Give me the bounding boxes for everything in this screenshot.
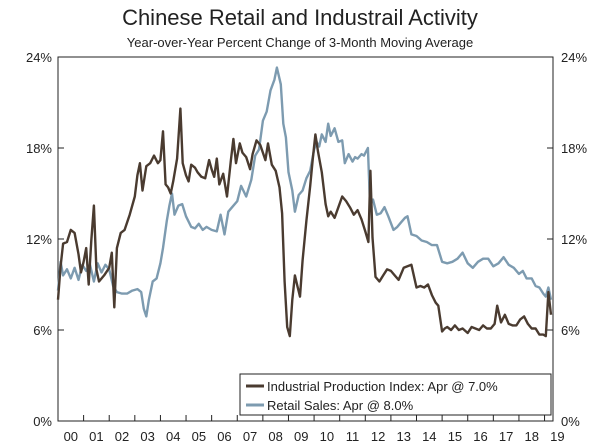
- y-tick-label-right: 6%: [561, 323, 580, 338]
- industrial-production-line: [56, 107, 553, 338]
- legend-box: [239, 373, 552, 416]
- y-tick-label-left: 6%: [33, 323, 52, 338]
- x-tick-label: 17: [499, 429, 513, 444]
- y-tick-label-right: 12%: [561, 232, 587, 247]
- y-tick-label-left: 0%: [33, 414, 52, 429]
- y-tick-label-right: 18%: [561, 141, 587, 156]
- x-tick-label: 05: [192, 429, 206, 444]
- x-tick-label: 08: [268, 429, 282, 444]
- y-tick-label-left: 24%: [26, 50, 52, 65]
- retail-sales-line: [56, 66, 553, 318]
- y-tick-label-right: 0%: [561, 414, 580, 429]
- x-tick-label: 12: [371, 429, 385, 444]
- chart-title: Chinese Retail and Industrail Activity: [122, 5, 478, 30]
- x-tick-label: 11: [346, 429, 360, 444]
- legend-label-retail: Retail Sales: Apr @ 8.0%: [267, 398, 414, 413]
- legend-label-industrial: Industrial Production Index: Apr @ 7.0%: [267, 379, 498, 394]
- x-tick-label: 04: [166, 429, 180, 444]
- y-tick-label-right: 24%: [561, 50, 587, 65]
- x-tick-label: 19: [550, 429, 564, 444]
- x-tick-label: 00: [64, 429, 78, 444]
- x-tick-label: 13: [396, 429, 410, 444]
- x-tick-label: 10: [320, 429, 334, 444]
- x-tick-label: 06: [217, 429, 231, 444]
- x-tick-label: 07: [243, 429, 257, 444]
- x-tick-label: 09: [294, 429, 308, 444]
- x-tick-label: 02: [115, 429, 129, 444]
- x-tick-label: 16: [473, 429, 487, 444]
- chart-subtitle: Year-over-Year Percent Change of 3-Month…: [126, 35, 474, 50]
- y-tick-label-left: 18%: [26, 141, 52, 156]
- x-tick-label: 18: [525, 429, 539, 444]
- x-tick-label: 01: [89, 429, 103, 444]
- x-tick-label: 14: [422, 429, 436, 444]
- x-tick-label: 03: [140, 429, 154, 444]
- y-tick-label-left: 12%: [26, 232, 52, 247]
- x-tick-label: 15: [448, 429, 462, 444]
